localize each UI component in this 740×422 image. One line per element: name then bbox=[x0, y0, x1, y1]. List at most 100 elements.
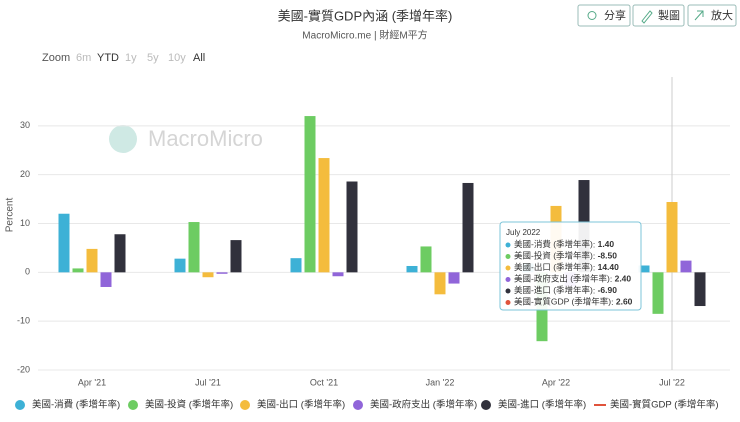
expand-button[interactable]: 放大 bbox=[687, 4, 737, 27]
legend-label: 美國-出口 (季增年率) bbox=[257, 399, 345, 411]
zoom-option[interactable]: 6m bbox=[76, 52, 91, 64]
x-tick-label: Oct '21 bbox=[310, 377, 338, 387]
tooltip-title: July 2022 bbox=[506, 228, 541, 237]
button-box[interactable] bbox=[687, 4, 737, 27]
tooltip-entry: 美國-進口 (季增年率): -6.90 bbox=[514, 285, 617, 295]
bar bbox=[638, 265, 650, 273]
legend-label: 美國-消費 (季增年率) bbox=[32, 399, 120, 411]
zoom-options: 6m YTD 1y 5y 10y All bbox=[76, 52, 205, 64]
tooltip-series-name: 美國-進口 (季增年率) bbox=[514, 285, 593, 295]
legend-marker bbox=[481, 400, 491, 410]
x-tick-label: Apr '21 bbox=[78, 377, 106, 387]
y-tick-label: 20 bbox=[20, 169, 30, 179]
bar bbox=[290, 258, 302, 273]
tooltip-entry: 美國-出口 (季增年率): 14.40 bbox=[514, 262, 619, 272]
bar bbox=[420, 246, 432, 273]
tooltip-marker bbox=[505, 242, 511, 248]
tooltip-series-name: 美國-投資 (季增年率) bbox=[514, 251, 593, 261]
bar bbox=[318, 158, 330, 273]
bar bbox=[202, 272, 214, 278]
tooltip-entry: 美國-消費 (季增年率): 1.40 bbox=[514, 239, 614, 249]
bar bbox=[680, 260, 692, 273]
button-label[interactable]: 製圖 bbox=[658, 8, 680, 22]
tooltip-marker bbox=[505, 288, 511, 294]
bar bbox=[652, 272, 664, 314]
tooltip-series-name: 美國-出口 (季增年率) bbox=[514, 262, 593, 272]
chart-subtitle: MacroMicro.me | 財經M平方 bbox=[302, 29, 427, 42]
button-label[interactable]: 分享 bbox=[604, 8, 626, 22]
tooltip-entry: 美國-實質GDP (季增年率): 2.60 bbox=[514, 297, 633, 307]
legend-marker bbox=[128, 400, 138, 410]
tooltip-value: -8.50 bbox=[598, 251, 618, 261]
tooltip-marker bbox=[505, 254, 511, 259]
y-axis-title: Percent bbox=[5, 198, 16, 233]
tooltip-entry: 美國-政府支出 (季增年率): 2.40 bbox=[514, 274, 631, 284]
x-tick-label: Jul '21 bbox=[195, 377, 221, 387]
expand-icon bbox=[694, 10, 704, 21]
chart-button[interactable]: 製圖 bbox=[632, 4, 685, 27]
tooltip-series-name: 美國-實質GDP (季增年率) bbox=[514, 297, 611, 307]
legend: 美國-消費 (季增年率) 美國-投資 (季增年率) 美國-出口 (季增年率) 美國-政… bbox=[15, 399, 719, 411]
plot: -20 -10 0 10 20 30 Apr '21 Jul '21 Oct '21 Jan '2… bbox=[17, 77, 730, 387]
tooltip-series-name: 美國-政府支出 (季增年率) bbox=[514, 274, 610, 284]
legend-marker bbox=[15, 400, 25, 410]
bar bbox=[216, 272, 228, 274]
tooltip-marker bbox=[505, 277, 511, 282]
zoom-option[interactable]: All bbox=[193, 52, 205, 64]
legend-label: 美國-政府支出 (季增年率) bbox=[370, 399, 477, 411]
legend-marker bbox=[353, 400, 363, 410]
share-icon bbox=[587, 11, 597, 20]
watermark-logo bbox=[109, 125, 137, 153]
bar bbox=[86, 248, 98, 273]
tooltip-marker bbox=[505, 300, 511, 305]
zoom-option[interactable]: 1y bbox=[125, 52, 137, 64]
bar bbox=[434, 272, 446, 295]
tooltip-series-name: 美國-消費 (季增年率) bbox=[514, 239, 593, 249]
bar bbox=[114, 234, 126, 273]
bar bbox=[304, 116, 316, 273]
bar bbox=[100, 272, 112, 287]
y-tick-label: -10 bbox=[17, 316, 30, 326]
legend-label: 美國-實質GDP (季增年率) bbox=[610, 399, 719, 411]
tooltip-value: 14.40 bbox=[598, 262, 620, 272]
zoom-option[interactable]: 10y bbox=[168, 52, 186, 64]
bar bbox=[406, 265, 418, 273]
bar bbox=[174, 258, 186, 273]
legend-marker bbox=[240, 400, 250, 410]
bar bbox=[72, 268, 84, 273]
x-tick-label: Jan '22 bbox=[426, 377, 455, 387]
y-tick-label: 0 bbox=[25, 267, 30, 277]
bar bbox=[346, 181, 358, 273]
zoom-option[interactable]: YTD bbox=[97, 52, 119, 64]
watermark: MacroMicro bbox=[109, 125, 263, 153]
tooltip: July 2022 美國-消費 (季增年率): 1.40 美國-投資 (季增年率):… bbox=[499, 221, 642, 311]
bar bbox=[58, 213, 70, 273]
watermark-text: MacroMicro bbox=[148, 126, 263, 151]
tooltip-marker bbox=[505, 265, 511, 271]
y-tick-label: 30 bbox=[20, 120, 30, 130]
button-box[interactable] bbox=[577, 4, 631, 27]
button-label[interactable]: 放大 bbox=[711, 8, 733, 22]
zoom-option[interactable]: 5y bbox=[147, 52, 159, 64]
legend-label: 美國-投資 (季增年率) bbox=[145, 399, 233, 411]
bar bbox=[188, 222, 200, 273]
bar bbox=[666, 202, 678, 273]
bar bbox=[462, 182, 474, 273]
bar bbox=[332, 272, 344, 277]
tooltip-value: -6.90 bbox=[598, 285, 618, 295]
bar bbox=[448, 272, 460, 284]
tooltip-box bbox=[499, 221, 642, 311]
x-tick-label: Apr '22 bbox=[542, 377, 570, 387]
tooltip-entry: 美國-投資 (季增年率): -8.50 bbox=[514, 251, 617, 261]
y-tick-label: 10 bbox=[20, 218, 30, 228]
tooltip-value: 2.60 bbox=[616, 297, 633, 307]
share-button[interactable]: 分享 bbox=[577, 4, 631, 27]
zoom-label: Zoom bbox=[42, 52, 70, 64]
bar bbox=[230, 240, 242, 273]
x-tick-label: Jul '22 bbox=[659, 377, 685, 387]
bar bbox=[694, 272, 706, 307]
legend-label: 美國-進口 (季增年率) bbox=[498, 399, 586, 411]
pen-icon bbox=[641, 10, 653, 24]
y-tick-label: -20 bbox=[17, 364, 30, 374]
